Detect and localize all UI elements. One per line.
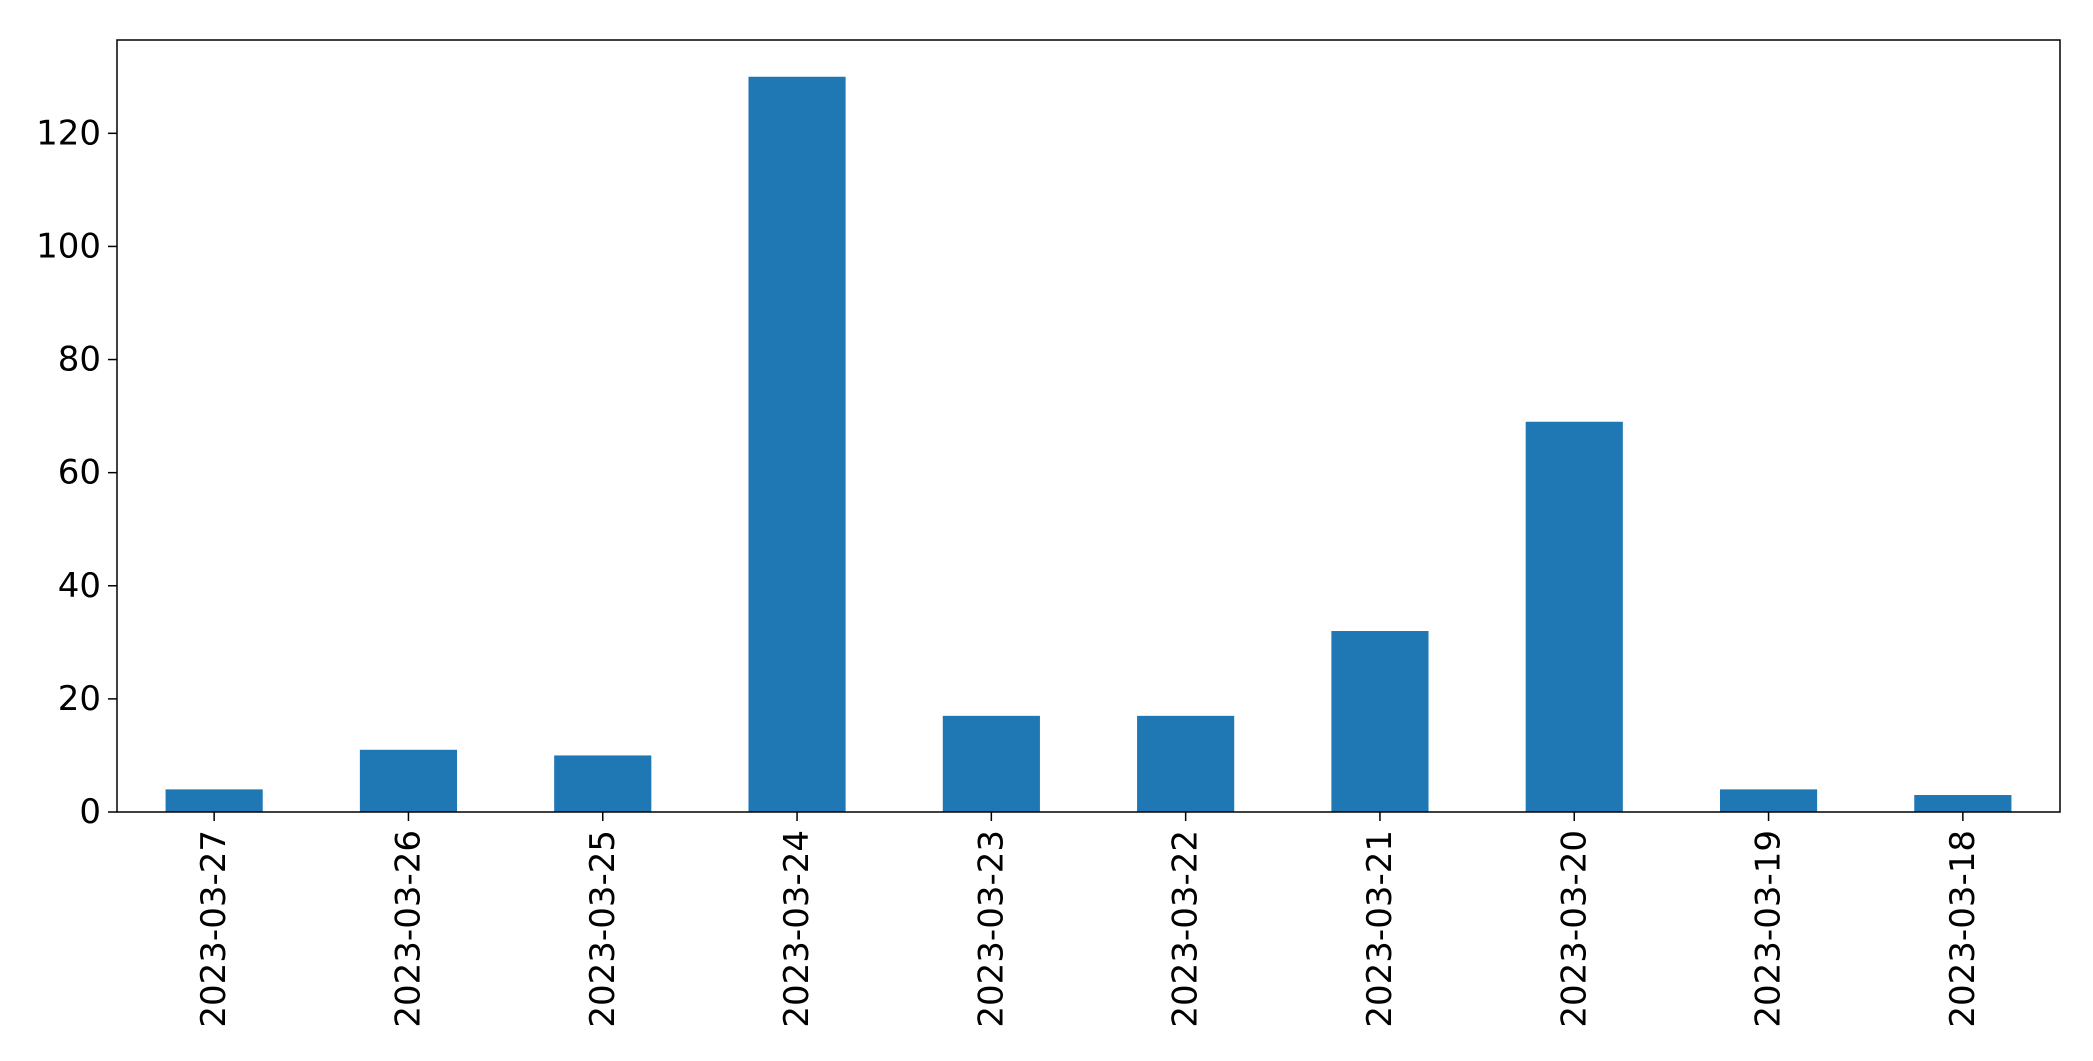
bar-2023-03-27 (165, 789, 263, 812)
y-tick-label: 80 (58, 340, 101, 380)
bar-2023-03-23 (942, 715, 1040, 812)
x-tick-label: 2023-03-24 (777, 830, 817, 1028)
bar-2023-03-26 (359, 749, 458, 812)
y-tick-label: 60 (58, 453, 101, 493)
x-tick-label: 2023-03-18 (1943, 830, 1983, 1028)
bars-layer (165, 76, 2012, 812)
y-tick-label: 40 (58, 566, 101, 606)
bar-2023-03-24 (748, 76, 846, 812)
x-tick-label: 2023-03-26 (388, 830, 428, 1028)
x-axis: 2023-03-27 2023-03-26 2023-03-25 2023-03-24… (194, 812, 1983, 1028)
bar-2023-03-21 (1331, 631, 1429, 812)
x-tick-label: 2023-03-20 (1554, 830, 1594, 1028)
x-tick-label: 2023-03-27 (194, 830, 234, 1028)
x-tick-label: 2023-03-23 (971, 830, 1011, 1028)
bar-2023-03-20 (1525, 421, 1623, 812)
y-tick-label: 120 (36, 113, 101, 153)
x-tick-label: 2023-03-22 (1166, 830, 1206, 1028)
x-tick-label: 2023-03-25 (583, 830, 623, 1028)
plot-frame (116, 39, 2061, 813)
bar-2023-03-22 (1137, 715, 1235, 812)
bar-2023-03-25 (554, 755, 652, 812)
x-tick-label: 2023-03-21 (1360, 830, 1400, 1028)
y-tick-label: 0 (79, 792, 101, 832)
y-tick-label: 100 (36, 226, 101, 266)
y-axis: 0 20 40 60 80 100 120 (36, 113, 117, 832)
bar-2023-03-18 (1914, 795, 2012, 812)
x-tick-label: 2023-03-19 (1749, 830, 1789, 1028)
y-tick-label: 20 (58, 679, 101, 719)
bar-2023-03-19 (1719, 789, 1818, 812)
